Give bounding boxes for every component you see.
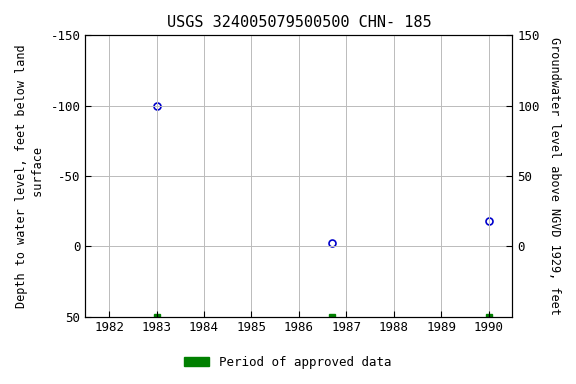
Legend: Period of approved data: Period of approved data (179, 351, 397, 374)
Y-axis label: Depth to water level, feet below land
 surface: Depth to water level, feet below land su… (15, 44, 45, 308)
Title: USGS 324005079500500 CHN- 185: USGS 324005079500500 CHN- 185 (166, 15, 431, 30)
Y-axis label: Groundwater level above NGVD 1929, feet: Groundwater level above NGVD 1929, feet (548, 37, 561, 315)
